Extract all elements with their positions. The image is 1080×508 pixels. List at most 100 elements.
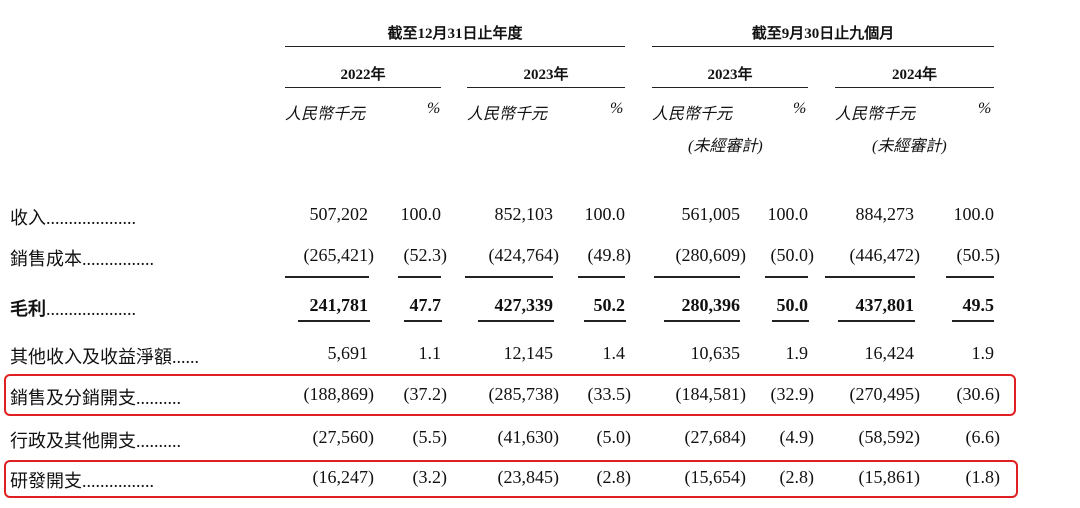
gross-profit-underline xyxy=(772,320,809,322)
cell-value: 1.9 xyxy=(971,343,995,363)
cell-value: 561,005 xyxy=(681,204,741,224)
subtotal-underline xyxy=(578,276,625,278)
subtotal-underline xyxy=(465,276,553,278)
row-label-selling-expenses: 銷售及分銷開支.......... xyxy=(10,388,181,408)
cell-value: (33.5) xyxy=(587,384,632,404)
cell-value: (27,684) xyxy=(684,427,747,447)
cell-value: 16,424 xyxy=(864,343,915,363)
cell-value: (16,247) xyxy=(312,467,375,487)
year-rule xyxy=(835,87,994,88)
cell-value: (6.6) xyxy=(965,427,1001,447)
subtotal-underline xyxy=(946,276,994,278)
cell-value: (52.3) xyxy=(403,245,448,265)
cell-value: (184,581) xyxy=(675,384,747,404)
unit-pct-label: % xyxy=(427,100,441,117)
cell-value: (27,560) xyxy=(312,427,375,447)
cell-value: (41,630) xyxy=(497,427,560,447)
cell-value: (2.8) xyxy=(596,467,632,487)
unit-pct-label: % xyxy=(610,100,624,117)
year-rule xyxy=(285,87,441,88)
cell-value: (23,845) xyxy=(497,467,560,487)
cell-value: 12,145 xyxy=(503,343,554,363)
subtotal-underline xyxy=(398,276,441,278)
subtotal-underline xyxy=(654,276,740,278)
cell-value: 50.2 xyxy=(593,295,626,315)
cell-value: 5,691 xyxy=(327,343,369,363)
unit-pct-label: % xyxy=(793,100,807,117)
cell-value: 1.1 xyxy=(418,343,442,363)
cell-value: (50.5) xyxy=(956,245,1001,265)
cell-value: 49.5 xyxy=(962,295,995,315)
unaudited-note: (未經審計) xyxy=(872,138,947,155)
cell-value: 507,202 xyxy=(309,204,369,224)
highlight-box-rnd-expenses xyxy=(4,460,1018,498)
row-label-cost-of-sales: 銷售成本................ xyxy=(10,249,154,269)
unit-amount-label: 人民幣千元 xyxy=(652,106,733,123)
cell-value: (5.5) xyxy=(412,427,448,447)
cell-value: 852,103 xyxy=(494,204,554,224)
cell-value: 10,635 xyxy=(690,343,741,363)
cell-value: (2.8) xyxy=(779,467,815,487)
year-header-2024-9m: 2024年 xyxy=(891,67,937,83)
cell-value: 437,801 xyxy=(855,295,915,315)
gross-profit-underline xyxy=(404,320,442,322)
cell-value: 100.0 xyxy=(400,204,442,224)
cell-value: 1.4 xyxy=(602,343,626,363)
unit-amount-label: 人民幣千元 xyxy=(285,106,366,123)
cell-value: (270,495) xyxy=(849,384,921,404)
row-label-other-income: 其他收入及收益淨額...... xyxy=(10,347,199,367)
subtotal-underline xyxy=(285,276,369,278)
unit-pct-label: % xyxy=(978,100,992,117)
period-rule-full-year xyxy=(285,46,625,47)
cell-value: (15,654) xyxy=(684,467,747,487)
cell-value: 100.0 xyxy=(584,204,626,224)
cell-value: 47.7 xyxy=(409,295,442,315)
cell-value: 100.0 xyxy=(953,204,995,224)
row-label-revenue: 收入.................... xyxy=(10,208,136,228)
cell-value: (5.0) xyxy=(596,427,632,447)
cell-value: (3.2) xyxy=(412,467,448,487)
gross-profit-underline xyxy=(584,320,626,322)
cell-value: 280,396 xyxy=(681,295,741,315)
cell-value: (58,592) xyxy=(858,427,921,447)
cell-value: (446,472) xyxy=(849,245,921,265)
cell-value: (285,738) xyxy=(488,384,560,404)
year-header-2023-9m: 2023年 xyxy=(707,67,753,83)
cell-value: (37.2) xyxy=(403,384,448,404)
cell-value: 884,273 xyxy=(855,204,915,224)
gross-profit-underline xyxy=(478,320,554,322)
cell-value: 1.9 xyxy=(785,343,809,363)
cell-value: 50.0 xyxy=(776,295,809,315)
gross-profit-underline xyxy=(664,320,740,322)
year-header-2022: 2022年 xyxy=(340,67,386,83)
year-rule xyxy=(652,87,808,88)
row-label-admin-expenses: 行政及其他開支.......... xyxy=(10,431,181,451)
row-label-rnd-expenses: 研發開支................ xyxy=(10,471,154,491)
unit-amount-label: 人民幣千元 xyxy=(835,106,916,123)
unaudited-note: (未經審計) xyxy=(688,138,763,155)
gross-profit-underline xyxy=(298,320,370,322)
cell-value: 100.0 xyxy=(767,204,809,224)
subtotal-underline xyxy=(825,276,915,278)
cell-value: (4.9) xyxy=(779,427,815,447)
cell-value: (1.8) xyxy=(965,467,1001,487)
period-header-full-year: 截至12月31日止年度 xyxy=(387,26,523,42)
gross-profit-underline xyxy=(952,320,994,322)
cell-value: (49.8) xyxy=(587,245,632,265)
cell-value: 241,781 xyxy=(309,295,369,315)
gross-profit-underline xyxy=(838,320,915,322)
subtotal-underline xyxy=(765,276,808,278)
year-rule xyxy=(467,87,625,88)
cell-value: (265,421) xyxy=(303,245,375,265)
cell-value: (30.6) xyxy=(956,384,1001,404)
cell-value: (50.0) xyxy=(770,245,815,265)
cell-value: (188,869) xyxy=(303,384,375,404)
cell-value: 427,339 xyxy=(494,295,554,315)
unit-amount-label: 人民幣千元 xyxy=(467,106,548,123)
cell-value: (280,609) xyxy=(675,245,747,265)
period-header-nine-months: 截至9月30日止九個月 xyxy=(751,26,895,42)
cell-value: (15,861) xyxy=(858,467,921,487)
row-label-gross-profit: 毛利.................... xyxy=(10,299,136,319)
cell-value: (32.9) xyxy=(770,384,815,404)
highlight-box-selling-expenses xyxy=(4,374,1016,416)
